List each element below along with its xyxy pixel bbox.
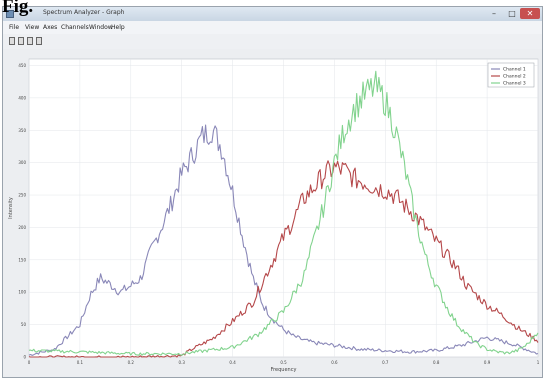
y-tick-label: 50 xyxy=(21,322,27,327)
x-tick-label: 0.6 xyxy=(331,360,338,365)
zoom-out-icon[interactable] xyxy=(18,37,24,45)
legend-entry: Channel 2 xyxy=(503,74,526,80)
y-tick-label: 450 xyxy=(18,63,26,68)
plot-area: 0 0.1 0.2 0.3 0.4 0.5 0.6 0.7 0.8 0.9 1 0 50 100 150 20… xyxy=(3,49,542,377)
y-tick-label: 200 xyxy=(18,225,26,230)
legend-entry: Channel 1 xyxy=(503,67,526,73)
menu-view[interactable]: View xyxy=(25,24,40,31)
menu-bar: File View Axes Channels Window Help xyxy=(3,21,542,34)
y-tick-label: 250 xyxy=(18,193,26,198)
x-tick-label: 1 xyxy=(537,360,540,365)
x-tick-label: 0.7 xyxy=(382,360,389,365)
app-icon xyxy=(6,10,14,18)
title-bar[interactable]: Spectrum Analyzer - Graph – □ ✕ xyxy=(3,7,542,21)
spectrum-chart[interactable]: 0 0.1 0.2 0.3 0.4 0.5 0.6 0.7 0.8 0.9 1 0 50 100 150 20… xyxy=(3,49,542,377)
x-axis-title: Frequency xyxy=(271,367,297,373)
minimize-button[interactable]: – xyxy=(492,9,496,18)
x-tick-label: 0.3 xyxy=(179,360,186,365)
x-tick-label: 0.8 xyxy=(433,360,440,365)
figure-label: Fig. xyxy=(2,0,34,17)
y-tick-label: 300 xyxy=(18,160,26,165)
toolbar xyxy=(3,34,542,50)
x-tick-label: 0.2 xyxy=(128,360,135,365)
x-tick-label: 0 xyxy=(28,360,31,365)
window-title: Spectrum Analyzer - Graph xyxy=(43,9,125,16)
menu-help[interactable]: Help xyxy=(111,24,125,31)
x-tick-label: 0.1 xyxy=(77,360,84,365)
close-button[interactable]: ✕ xyxy=(520,8,540,19)
menu-axes[interactable]: Axes xyxy=(43,24,58,31)
y-axis-title: Intensity xyxy=(8,197,14,219)
x-tick-label: 0.5 xyxy=(280,360,287,365)
y-tick-label: 100 xyxy=(18,290,26,295)
series-line-2[interactable] xyxy=(28,160,539,358)
series-line-3[interactable] xyxy=(28,70,539,356)
app-window: Spectrum Analyzer - Graph – □ ✕ File Vie… xyxy=(2,6,543,378)
reset-icon[interactable] xyxy=(36,37,42,45)
y-tick-label: 350 xyxy=(18,128,26,133)
maximize-button[interactable]: □ xyxy=(508,9,516,18)
menu-file[interactable]: File xyxy=(9,24,20,31)
y-tick-label: 150 xyxy=(18,257,26,262)
pan-icon[interactable] xyxy=(27,37,33,45)
menu-window[interactable]: Window xyxy=(89,24,113,31)
x-tick-label: 0.4 xyxy=(229,360,236,365)
x-tick-label: 0.9 xyxy=(484,360,491,365)
series-line-1[interactable] xyxy=(28,124,539,356)
y-tick-label: 400 xyxy=(18,95,26,100)
menu-channels[interactable]: Channels xyxy=(61,24,89,31)
y-tick-label: 0 xyxy=(23,355,26,360)
legend-entry: Channel 3 xyxy=(503,81,526,87)
zoom-in-icon[interactable] xyxy=(9,37,15,45)
